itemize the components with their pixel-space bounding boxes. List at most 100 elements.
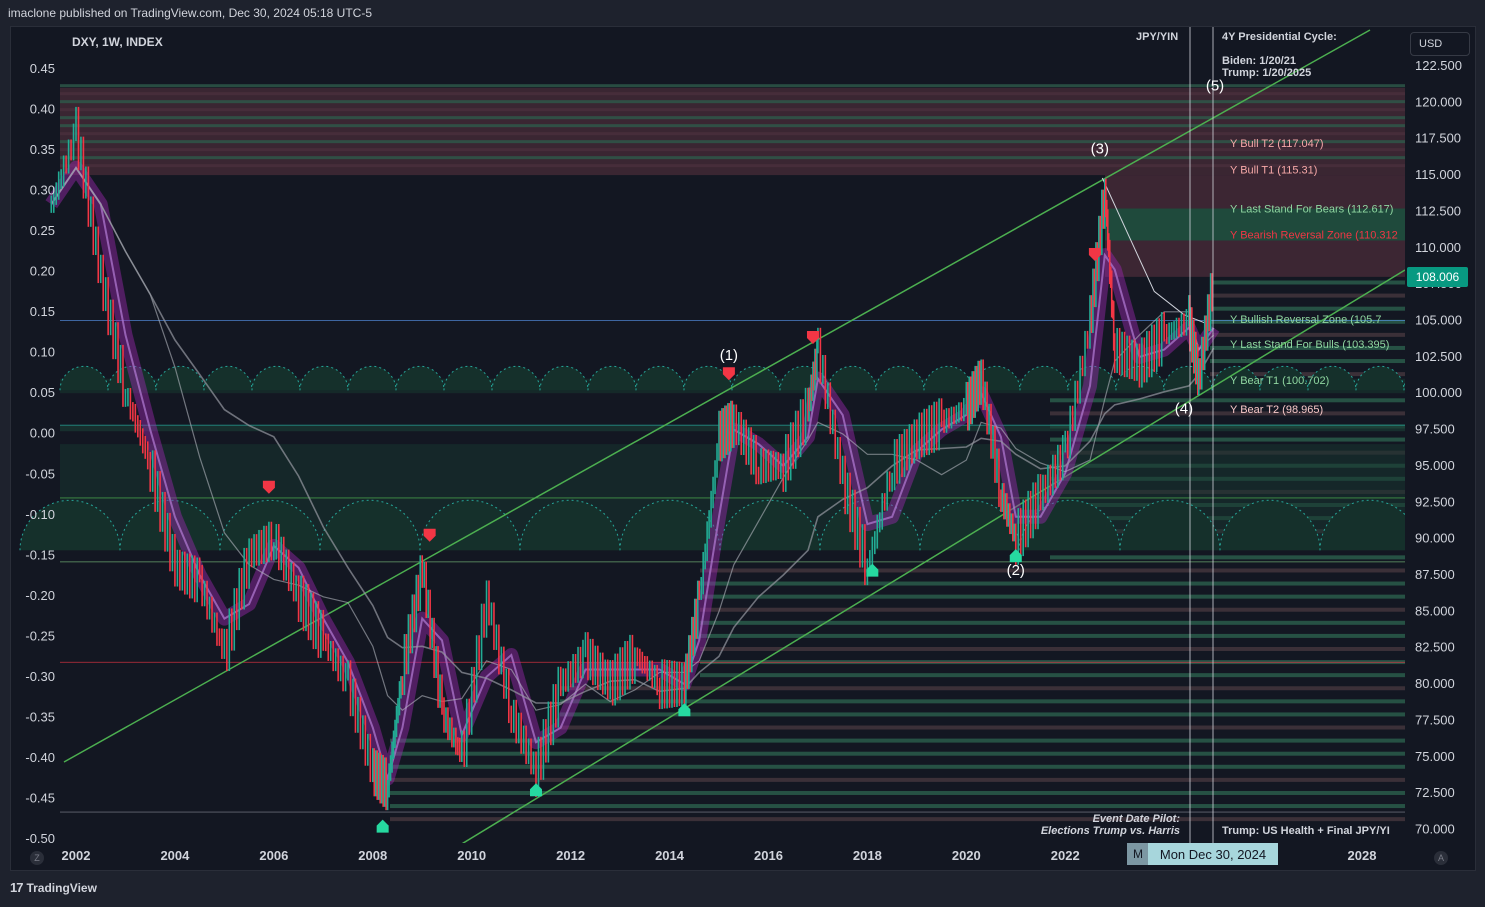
cycle-dome bbox=[395, 365, 445, 391]
left-axis-tick: -0.45 bbox=[25, 790, 55, 805]
zone-stripe bbox=[60, 164, 1405, 168]
x-tick-label: 2012 bbox=[556, 848, 585, 863]
left-axis-tick: -0.50 bbox=[25, 831, 55, 846]
x-tick-label: 2020 bbox=[952, 848, 981, 863]
currency-selector[interactable]: USD bbox=[1410, 32, 1470, 56]
right-axis-tick: 120.000 bbox=[1415, 94, 1462, 109]
zoom-reset-button[interactable]: Z bbox=[30, 851, 44, 865]
lower-zone-stripe bbox=[700, 633, 1405, 638]
left-axis-tick: -0.30 bbox=[25, 669, 55, 684]
left-axis-tick: 0.20 bbox=[30, 264, 55, 279]
level-label: Y Bearish Reversal Zone (110.312 bbox=[1230, 230, 1398, 242]
lower-zone-stripe bbox=[1050, 555, 1405, 560]
cycle-dome bbox=[635, 365, 685, 391]
trend-upper-line bbox=[63, 29, 1371, 763]
buy-marker bbox=[1009, 549, 1022, 563]
cycle-dome bbox=[1219, 499, 1321, 551]
left-axis-tick: 0.05 bbox=[30, 385, 55, 400]
left-axis-tick: 0.10 bbox=[30, 345, 55, 360]
lower-zone-stripe bbox=[1210, 306, 1405, 311]
buy-marker bbox=[866, 563, 879, 577]
sell-marker bbox=[423, 528, 436, 542]
left-axis-tick: -0.05 bbox=[25, 466, 55, 481]
cycle-dome bbox=[1119, 499, 1221, 551]
cycle-dome bbox=[919, 499, 1021, 551]
right-axis-tick: 117.500 bbox=[1415, 131, 1461, 146]
brand-name: TradingView bbox=[26, 880, 97, 895]
x-tick-label: 2022 bbox=[1051, 848, 1080, 863]
right-axis-tick: 97.500 bbox=[1415, 422, 1455, 437]
cycle-dome bbox=[923, 365, 973, 391]
x-tick-label: 2018 bbox=[853, 848, 882, 863]
wave-label: (2) bbox=[1007, 562, 1025, 579]
left-axis-tick: 0.40 bbox=[30, 102, 55, 117]
cycle-dome bbox=[59, 365, 109, 391]
cycle-dome bbox=[827, 365, 877, 391]
left-axis-tick: -0.35 bbox=[25, 709, 55, 724]
cycle-dome bbox=[1019, 365, 1069, 391]
level-label: Y Last Stand For Bears (112.617) bbox=[1230, 204, 1393, 216]
cycle-dome bbox=[619, 499, 721, 551]
right-axis-tick: 122.500 bbox=[1415, 58, 1462, 73]
sell-marker bbox=[262, 480, 275, 494]
right-axis-tick: 95.000 bbox=[1415, 458, 1455, 473]
x-tick-label: 2014 bbox=[655, 848, 685, 863]
lower-zone-stripe bbox=[1210, 280, 1405, 285]
cycle-dome bbox=[347, 365, 397, 391]
event-pilot-label: Event Date Pilot: bbox=[1093, 813, 1181, 825]
lower-zone-stripe bbox=[560, 686, 1405, 691]
right-axis-tick: 115.000 bbox=[1415, 167, 1461, 182]
cycle-dome bbox=[491, 365, 541, 391]
x-tick-label: 2004 bbox=[160, 848, 190, 863]
price-series bbox=[50, 106, 1213, 811]
signal-markers bbox=[262, 248, 1101, 833]
biden-date-label: Biden: 1/20/21 bbox=[1222, 55, 1296, 67]
auto-scale-button[interactable]: A bbox=[1434, 851, 1448, 865]
lower-zone-stripe bbox=[1050, 398, 1405, 403]
zone-stripe bbox=[60, 84, 1405, 88]
wave-label: (1) bbox=[720, 347, 738, 364]
lower-zone-stripe bbox=[1050, 411, 1405, 416]
last-stand-bears-zone bbox=[1105, 208, 1405, 241]
lower-zone-stripe bbox=[390, 790, 1405, 795]
zone-stripe bbox=[60, 116, 1405, 120]
cycle-dome bbox=[1319, 499, 1405, 551]
lower-zone-stripe bbox=[1210, 319, 1405, 324]
wave-label: (3) bbox=[1091, 140, 1109, 157]
level-label: Y Bullish Reversal Zone (105.7 bbox=[1230, 314, 1381, 326]
cycle-dome bbox=[875, 365, 925, 391]
lower-zone-stripe bbox=[700, 568, 1405, 573]
chart-labels: JPY/YIN 4Y Presidential Cycle: Biden: 1/20… bbox=[720, 31, 1398, 837]
date-tag-prefix: M bbox=[1127, 843, 1149, 865]
cycle-title-label: 4Y Presidential Cycle: bbox=[1222, 31, 1337, 43]
x-tick-label: 2016 bbox=[754, 848, 783, 863]
zone-stripe bbox=[60, 108, 1405, 112]
zone-stripe bbox=[60, 92, 1405, 96]
right-axis-tick: 80.000 bbox=[1415, 676, 1455, 691]
left-axis-tick: 0.30 bbox=[30, 183, 55, 198]
x-tick-label: 2010 bbox=[457, 848, 486, 863]
trend-lower-line bbox=[461, 269, 1405, 843]
level-label: Y Bear T1 (100.702) bbox=[1230, 375, 1329, 387]
right-axis-tick: 77.500 bbox=[1415, 712, 1455, 727]
right-axis-tick: 85.000 bbox=[1415, 603, 1455, 618]
publisher-caption: imaclone published on TradingView.com, D… bbox=[8, 6, 372, 20]
wave-label: (5) bbox=[1206, 78, 1224, 95]
trend-channel bbox=[63, 29, 1405, 843]
zone-stripe bbox=[60, 124, 1405, 128]
right-axis-tick: 90.000 bbox=[1415, 531, 1455, 546]
cycle-dome bbox=[683, 365, 733, 391]
level-label: Y Bull T2 (117.047) bbox=[1230, 138, 1324, 150]
left-axis-tick: 0.45 bbox=[30, 61, 55, 76]
crosshair-date-tag: Mon Dec 30, 2024 bbox=[1148, 843, 1278, 865]
symbol-title: DXY, 1W, INDEX bbox=[72, 35, 163, 49]
lower-zone-stripe bbox=[390, 764, 1405, 769]
level-label: Y Bull T1 (115.31) bbox=[1230, 164, 1317, 176]
left-axis-tick: -0.40 bbox=[25, 750, 55, 765]
left-axis-tick: -0.10 bbox=[25, 507, 55, 522]
cycle-dome bbox=[1403, 381, 1405, 391]
left-axis-tick: 0.35 bbox=[30, 142, 55, 157]
left-axis-tick: 0.15 bbox=[30, 304, 55, 319]
lower-zone-stripe bbox=[390, 817, 1405, 822]
